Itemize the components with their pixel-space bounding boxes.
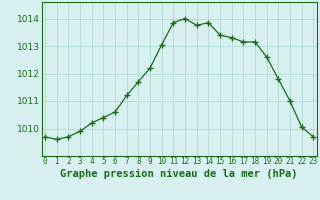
X-axis label: Graphe pression niveau de la mer (hPa): Graphe pression niveau de la mer (hPa)	[60, 169, 298, 179]
